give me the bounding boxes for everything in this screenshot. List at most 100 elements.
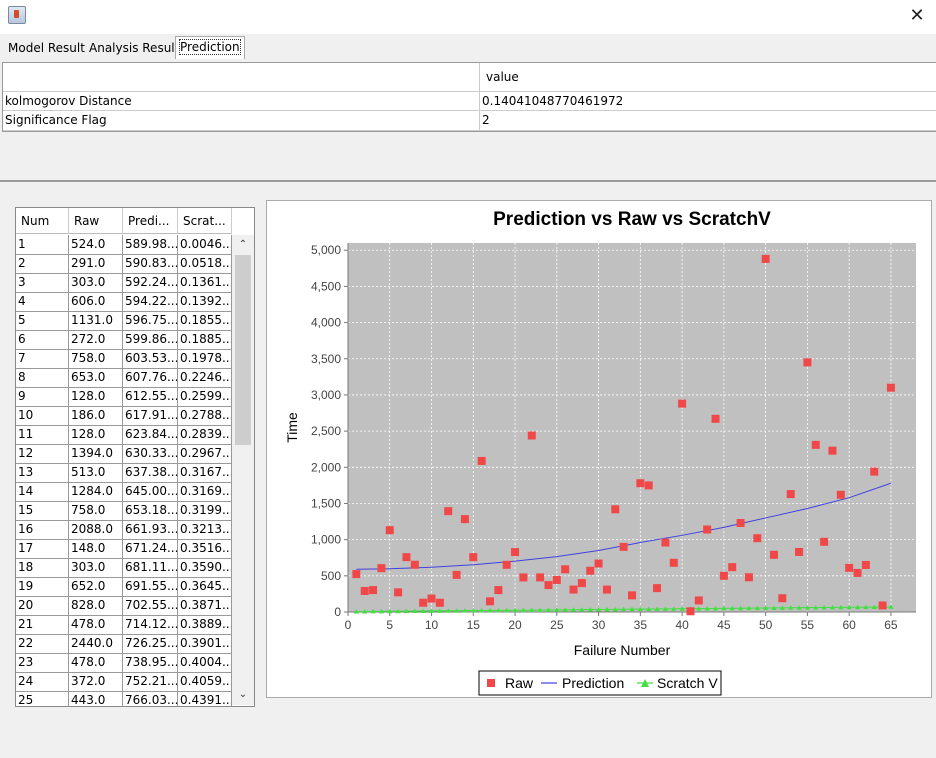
cell-num: 6 xyxy=(16,330,69,349)
cell-prediction: 612.55... xyxy=(123,387,178,406)
column-header-raw[interactable]: Raw xyxy=(69,208,123,234)
tab-analysis-result[interactable]: Analysis Result xyxy=(85,38,183,58)
raw-point xyxy=(795,547,804,556)
cell-prediction: 681.11... xyxy=(123,558,178,577)
table-row[interactable]: 22 2440.0 726.25... 0.3901... xyxy=(16,634,232,654)
raw-point xyxy=(661,538,670,547)
table-row[interactable]: 20 828.0 702.55... 0.3871... xyxy=(16,596,232,616)
scratch-point xyxy=(420,608,426,613)
scratch-point xyxy=(604,606,610,612)
table-row[interactable]: 13 513.0 637.38... 0.3167... xyxy=(16,463,232,483)
raw-point xyxy=(402,553,411,562)
tab-prediction[interactable]: Prediction xyxy=(175,36,245,59)
cell-num: 13 xyxy=(16,463,69,482)
cell-scratch: 0.2788... xyxy=(178,406,232,425)
table-row[interactable]: 8 653.0 607.76... 0.2246... xyxy=(16,368,232,388)
scratch-point xyxy=(679,606,685,611)
raw-point xyxy=(644,481,653,490)
prediction-data-table: Num Raw Predi... Scrat... 1 524.0 589.98..… xyxy=(15,207,255,707)
cell-scratch: 0.4391... xyxy=(178,691,232,706)
raw-point xyxy=(377,564,386,573)
raw-point xyxy=(494,586,503,595)
raw-point xyxy=(811,440,820,449)
y-tick-label: 1,500 xyxy=(311,496,341,510)
raw-point xyxy=(870,467,879,476)
raw-point xyxy=(611,505,620,514)
table-row[interactable]: 10 186.0 617.91... 0.2788... xyxy=(16,406,232,426)
scratch-point xyxy=(746,605,752,611)
table-row[interactable]: kolmogorov Distance 0.14041048770461972 xyxy=(3,91,936,111)
row-name: kolmogorov Distance xyxy=(5,94,132,108)
table-row[interactable]: 19 652.0 691.55... 0.3645... xyxy=(16,577,232,597)
y-tick-label: 3,000 xyxy=(311,388,341,402)
scratch-point xyxy=(462,608,468,613)
scratch-point xyxy=(445,608,451,613)
scroll-up-icon[interactable]: ⌃ xyxy=(238,239,248,250)
tab-model-result[interactable]: Model Result xyxy=(4,38,89,58)
scratch-point xyxy=(796,605,802,610)
prediction-line xyxy=(356,482,892,570)
cell-num: 24 xyxy=(16,672,69,691)
scratch-point xyxy=(779,605,785,610)
cell-scratch: 0.4059... xyxy=(178,672,232,691)
close-button[interactable]: ✕ xyxy=(909,5,925,26)
cell-scratch: 0.4004... xyxy=(178,653,232,672)
table-row[interactable]: 24 372.0 752.21... 0.4059... xyxy=(16,672,232,692)
scratch-point xyxy=(545,607,551,612)
x-tick-label: 40 xyxy=(675,618,689,632)
scratch-point xyxy=(721,605,727,611)
table-row[interactable]: 6 272.0 599.86... 0.1885... xyxy=(16,330,232,350)
vertical-scrollbar[interactable]: ⌃ ⌄ xyxy=(232,235,254,705)
table-row[interactable]: Significance Flag 2 xyxy=(3,110,936,131)
raw-point xyxy=(477,456,486,465)
column-header-num[interactable]: Num xyxy=(16,208,69,234)
y-tick-label: 500 xyxy=(321,569,341,583)
cell-num: 22 xyxy=(16,634,69,653)
scratch-point xyxy=(487,607,493,613)
cell-prediction: 599.86... xyxy=(123,330,178,349)
cell-prediction: 590.83... xyxy=(123,254,178,273)
table-row[interactable]: 7 758.0 603.53... 0.1978... xyxy=(16,349,232,369)
raw-point xyxy=(569,585,578,594)
scratch-point xyxy=(838,604,844,610)
cell-num: 21 xyxy=(16,615,69,634)
table-row[interactable]: 1 524.0 589.98... 0.0046... xyxy=(16,235,232,255)
cell-raw: 272.0 xyxy=(69,330,123,349)
raw-point xyxy=(577,579,586,588)
table-row[interactable]: 23 478.0 738.95... 0.4004... xyxy=(16,653,232,673)
table-row[interactable]: 18 303.0 681.11... 0.3590... xyxy=(16,558,232,578)
raw-point xyxy=(511,548,520,557)
table-row[interactable]: 17 148.0 671.24... 0.3516... xyxy=(16,539,232,559)
cell-prediction: 617.91... xyxy=(123,406,178,425)
table-row[interactable]: 3 303.0 592.24... 0.1361... xyxy=(16,273,232,293)
raw-point xyxy=(678,399,687,408)
result-table-header: value xyxy=(3,63,936,91)
table-row[interactable]: 9 128.0 612.55... 0.2599... xyxy=(16,387,232,407)
cell-scratch: 0.2246... xyxy=(178,368,232,387)
scratch-point xyxy=(888,604,894,609)
table-row[interactable]: 2 291.0 590.83... 0.0518... xyxy=(16,254,232,274)
table-row[interactable]: 15 758.0 653.18... 0.3199... xyxy=(16,501,232,521)
table-row[interactable]: 11 128.0 623.84... 0.2839... xyxy=(16,425,232,445)
column-header-prediction[interactable]: Predi... xyxy=(123,208,178,234)
tab-label: Model Result xyxy=(8,41,85,55)
scratch-point xyxy=(788,605,794,610)
table-row[interactable]: 12 1394.0 630.33... 0.2967... xyxy=(16,444,232,464)
raw-point xyxy=(886,383,895,392)
column-header-scratch[interactable]: Scrat... xyxy=(178,208,232,234)
cell-scratch: 0.3169... xyxy=(178,482,232,501)
cell-prediction: 603.53... xyxy=(123,349,178,368)
cell-prediction: 752.21... xyxy=(123,672,178,691)
header-cell-name xyxy=(3,63,479,91)
table-row[interactable]: 25 443.0 766.03... 0.4391... xyxy=(16,691,232,706)
raw-point xyxy=(761,254,770,263)
split-divider[interactable] xyxy=(0,180,936,182)
table-row[interactable]: 4 606.0 594.22... 0.1392... xyxy=(16,292,232,312)
scroll-thumb[interactable] xyxy=(235,255,251,445)
table-row[interactable]: 16 2088.0 661.93... 0.3213... xyxy=(16,520,232,540)
scroll-down-icon[interactable]: ⌄ xyxy=(238,689,248,700)
table-row[interactable]: 5 1131.0 596.75... 0.1855... xyxy=(16,311,232,331)
table-row[interactable]: 21 478.0 714.12... 0.3889... xyxy=(16,615,232,635)
legend-raw-label: Raw xyxy=(505,675,534,691)
table-row[interactable]: 14 1284.0 645.00... 0.3169... xyxy=(16,482,232,502)
